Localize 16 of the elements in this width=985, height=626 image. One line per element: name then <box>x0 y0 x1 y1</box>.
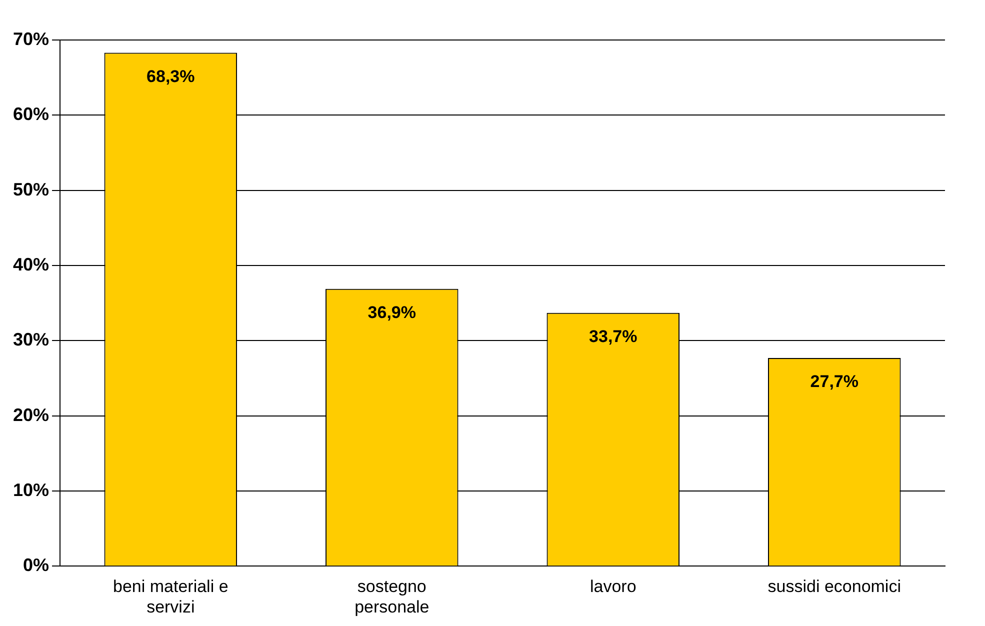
y-tick-label: 0% <box>23 555 50 576</box>
data-label: 27,7% <box>810 372 858 392</box>
x-tick-label: beni materiali e servizi <box>113 577 228 616</box>
y-tick-label: 20% <box>12 404 50 425</box>
data-label: 33,7% <box>589 327 638 346</box>
x-tick-label: sussidi economici <box>768 577 901 596</box>
y-tick-label: 10% <box>12 480 50 500</box>
x-tick-label: sostegno personale <box>354 577 430 616</box>
y-tick-label: 70% <box>12 28 50 49</box>
y-tick-label: 30% <box>12 330 50 350</box>
y-tick-label: 40% <box>12 254 50 274</box>
y-tick-label: 50% <box>12 179 50 200</box>
y-tick-label: 60% <box>12 104 50 124</box>
data-label: 36,9% <box>368 303 416 322</box>
data-label: 68,3% <box>146 66 195 86</box>
x-tick-label: lavoro <box>590 577 636 596</box>
